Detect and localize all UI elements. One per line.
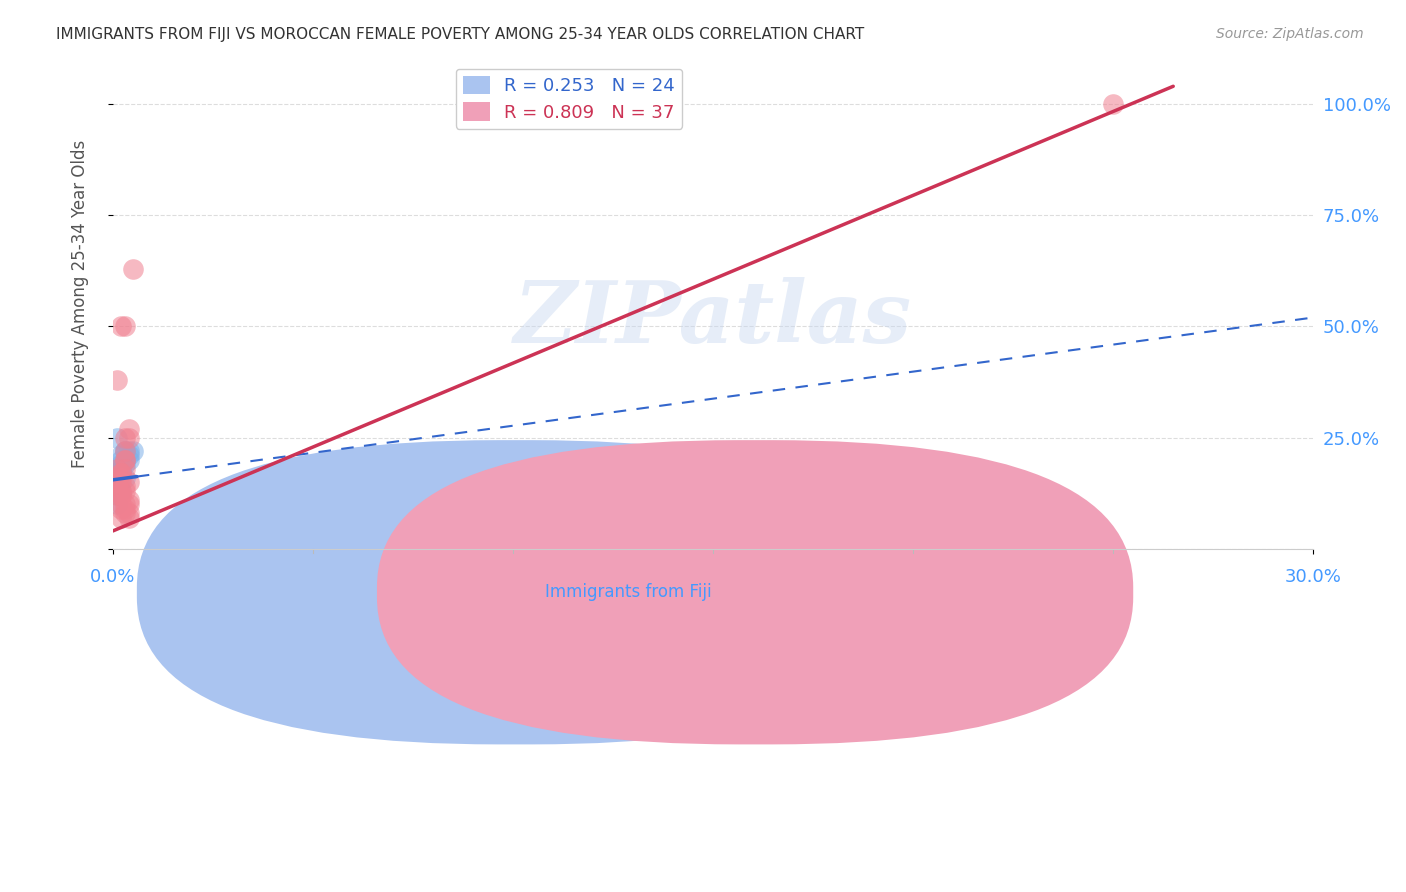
Point [110, 510, 132, 524]
Point [114, 452, 136, 467]
Point [105, 431, 128, 445]
Point [110, 466, 132, 480]
Point [110, 466, 132, 480]
Point [114, 452, 136, 467]
Point [118, 506, 141, 520]
Point [118, 497, 141, 511]
Point [118, 444, 141, 458]
Text: Immigrants from Fiji: Immigrants from Fiji [546, 582, 711, 601]
Point [105, 461, 128, 475]
Point [110, 483, 132, 498]
Text: 0.0%: 0.0% [90, 568, 135, 586]
Point [105, 373, 128, 387]
Point [118, 452, 141, 467]
Point [105, 461, 128, 475]
Point [118, 448, 141, 462]
Point [110, 497, 132, 511]
Point [110, 461, 132, 475]
Point [110, 466, 132, 480]
Point [110, 448, 132, 462]
Point [110, 457, 132, 471]
Point [110, 466, 132, 480]
Point [110, 501, 132, 516]
Point [114, 444, 136, 458]
Point [118, 475, 141, 489]
Point [114, 479, 136, 493]
Text: Moroccans: Moroccans [785, 582, 875, 601]
Point [105, 475, 128, 489]
Point [114, 444, 136, 458]
Point [1102, 97, 1125, 112]
Point [105, 488, 128, 502]
Text: ZIPatlas: ZIPatlas [515, 277, 912, 360]
Point [118, 422, 141, 436]
Point [110, 475, 132, 489]
Y-axis label: Female Poverty Among 25-34 Year Olds: Female Poverty Among 25-34 Year Olds [72, 140, 89, 468]
Point [121, 444, 143, 458]
Point [105, 475, 128, 489]
Point [114, 461, 136, 475]
Point [114, 501, 136, 516]
Point [114, 452, 136, 467]
Point [110, 452, 132, 467]
Point [121, 261, 143, 276]
Point [118, 431, 141, 445]
Text: IMMIGRANTS FROM FIJI VS MOROCCAN FEMALE POVERTY AMONG 25-34 YEAR OLDS CORRELATIO: IMMIGRANTS FROM FIJI VS MOROCCAN FEMALE … [56, 27, 865, 42]
Point [114, 444, 136, 458]
Point [114, 319, 136, 334]
Point [105, 470, 128, 484]
FancyBboxPatch shape [377, 440, 1133, 745]
Text: 30.0%: 30.0% [1285, 568, 1341, 586]
Point [114, 457, 136, 471]
Point [110, 488, 132, 502]
Point [105, 470, 128, 484]
FancyBboxPatch shape [136, 440, 893, 745]
Point [105, 497, 128, 511]
Text: Source: ZipAtlas.com: Source: ZipAtlas.com [1216, 27, 1364, 41]
Point [110, 461, 132, 475]
Point [105, 479, 128, 493]
Point [114, 497, 136, 511]
Point [110, 470, 132, 484]
Point [105, 479, 128, 493]
Point [110, 319, 132, 334]
Legend: R = 0.253   N = 24, R = 0.809   N = 37: R = 0.253 N = 24, R = 0.809 N = 37 [456, 69, 682, 129]
Point [118, 492, 141, 507]
Point [110, 488, 132, 502]
Point [105, 488, 128, 502]
Point [114, 431, 136, 445]
Point [118, 510, 141, 524]
Point [114, 470, 136, 484]
Point [110, 483, 132, 498]
Point [114, 506, 136, 520]
Point [114, 483, 136, 498]
